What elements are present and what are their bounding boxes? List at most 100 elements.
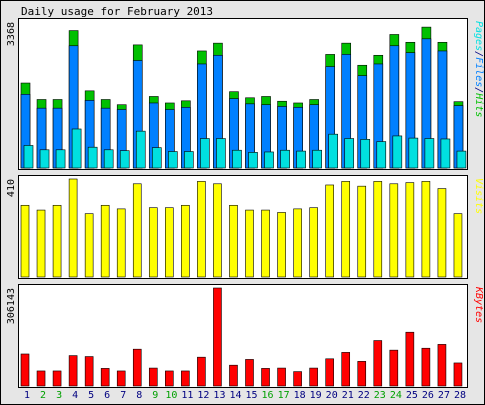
bar-pages-day-9 <box>151 147 162 169</box>
bar-pages-day-6 <box>103 149 114 169</box>
y-max-label-hits-files-pages: 3368 <box>6 22 17 46</box>
bar-visits-day-24 <box>389 183 399 278</box>
bar-visits-day-15 <box>245 209 254 278</box>
bar-visits-day-7 <box>116 208 126 278</box>
bar-kbytes-day-23 <box>373 340 383 387</box>
x-tick-label-day-8: 8 <box>136 390 142 401</box>
bar-visits-day-21 <box>341 181 351 278</box>
y-max-label-kbytes: 306143 <box>6 288 17 324</box>
bar-kbytes-day-15 <box>245 359 254 387</box>
bar-pages-day-28 <box>456 150 467 169</box>
bar-kbytes-day-18 <box>293 371 302 387</box>
bar-kbytes-day-10 <box>165 370 174 387</box>
bar-pages-day-20 <box>328 133 338 169</box>
bar-kbytes-day-19 <box>309 367 318 387</box>
bar-pages-day-15 <box>248 152 258 169</box>
bar-pages-day-3 <box>55 149 66 169</box>
bar-kbytes-day-26 <box>421 347 431 387</box>
bar-kbytes-day-20 <box>325 358 334 387</box>
bar-pages-day-10 <box>168 151 178 169</box>
bar-pages-day-19 <box>312 149 322 169</box>
bar-pages-day-24 <box>392 135 403 169</box>
bar-visits-day-2 <box>36 209 46 278</box>
bar-kbytes-day-28 <box>453 362 463 387</box>
x-tick-label-day-10: 10 <box>165 390 177 401</box>
bar-kbytes-day-17 <box>277 367 286 387</box>
bar-pages-day-18 <box>296 150 306 169</box>
bar-pages-day-16 <box>264 151 274 169</box>
bar-visits-day-3 <box>52 204 62 278</box>
bar-pages-day-8 <box>135 130 146 169</box>
x-tick-label-day-23: 23 <box>374 390 386 401</box>
x-tick-label-day-16: 16 <box>262 390 274 401</box>
x-axis-labels: 1 2 3 4 5 6 7 8 9 10 11 12 13 14 15 16 17 18 19 20 21 22 23 24 2… <box>24 390 466 401</box>
bar-pages-day-11 <box>184 151 194 169</box>
bar-visits-day-17 <box>277 212 286 278</box>
x-tick-label-day-24: 24 <box>390 390 402 401</box>
bar-pages-day-14 <box>232 149 242 169</box>
bar-visits-day-9 <box>148 207 158 278</box>
bar-pages-day-12 <box>200 138 210 169</box>
series-visits <box>20 178 463 278</box>
bar-pages-day-23 <box>376 141 387 169</box>
bar-pages-day-2 <box>39 149 50 169</box>
series-kbytes <box>20 287 463 387</box>
bar-visits-day-11 <box>181 204 190 278</box>
x-tick-label-day-9: 9 <box>152 390 158 401</box>
bar-visits-day-20 <box>325 184 334 278</box>
bar-pages-day-1 <box>23 145 34 169</box>
x-tick-label-day-19: 19 <box>310 390 322 401</box>
bar-kbytes-day-9 <box>148 367 158 387</box>
bar-visits-day-19 <box>309 207 318 278</box>
x-tick-label-day-21: 21 <box>342 390 354 401</box>
x-tick-label-day-17: 17 <box>278 390 290 401</box>
x-tick-label-day-11: 11 <box>181 390 193 401</box>
legend-entry-files: Files <box>473 57 484 87</box>
bar-pages-day-21 <box>344 138 355 169</box>
bar-kbytes-day-22 <box>357 361 367 387</box>
bar-pages-day-7 <box>119 150 130 169</box>
panel-hits-files-pages: 3368 Pages/Files/Hits <box>6 18 484 170</box>
x-tick-label-day-20: 20 <box>326 390 338 401</box>
legend-separator: / <box>473 51 484 57</box>
bar-visits-day-5 <box>84 213 94 278</box>
x-tick-label-day-26: 26 <box>422 390 434 401</box>
x-tick-label-day-2: 2 <box>40 390 46 401</box>
x-tick-label-day-14: 14 <box>229 390 241 401</box>
legend-entry-hits: Hits <box>473 92 484 117</box>
bar-kbytes-day-11 <box>181 370 190 387</box>
bar-pages-day-25 <box>408 137 419 169</box>
x-tick-label-day-5: 5 <box>88 390 94 401</box>
bar-visits-day-10 <box>165 207 174 278</box>
x-tick-label-day-22: 22 <box>358 390 370 401</box>
x-tick-label-day-6: 6 <box>104 390 110 401</box>
bar-kbytes-day-2 <box>36 370 46 387</box>
x-tick-label-day-3: 3 <box>56 390 62 401</box>
bar-visits-day-8 <box>132 183 142 278</box>
bar-visits-day-1 <box>20 204 30 278</box>
panel-kbytes: 306143 KBytes <box>6 284 484 388</box>
x-tick-label-day-15: 15 <box>245 390 257 401</box>
bar-visits-day-25 <box>405 182 415 278</box>
bar-visits-day-14 <box>229 204 238 278</box>
legend-entry-pages: Pages <box>473 21 484 51</box>
bar-visits-day-26 <box>421 181 431 278</box>
bar-visits-day-13 <box>213 183 222 278</box>
legend-hits-files-pages: Pages/Files/Hits <box>473 21 484 117</box>
x-tick-label-day-27: 27 <box>438 390 450 401</box>
bar-kbytes-day-16 <box>261 368 270 387</box>
x-tick-label-day-25: 25 <box>406 390 418 401</box>
x-tick-label-day-18: 18 <box>294 390 306 401</box>
bar-visits-day-22 <box>357 185 367 278</box>
legend-entry-visits: Visits <box>473 178 484 214</box>
bar-pages-day-27 <box>440 138 451 169</box>
x-tick-label-day-4: 4 <box>72 390 78 401</box>
bar-kbytes-day-24 <box>389 349 399 387</box>
bar-pages-day-22 <box>360 139 371 169</box>
x-tick-label-day-1: 1 <box>24 390 30 401</box>
bar-visits-day-28 <box>453 213 463 278</box>
bar-visits-day-12 <box>197 181 206 278</box>
bar-visits-day-27 <box>437 188 447 278</box>
